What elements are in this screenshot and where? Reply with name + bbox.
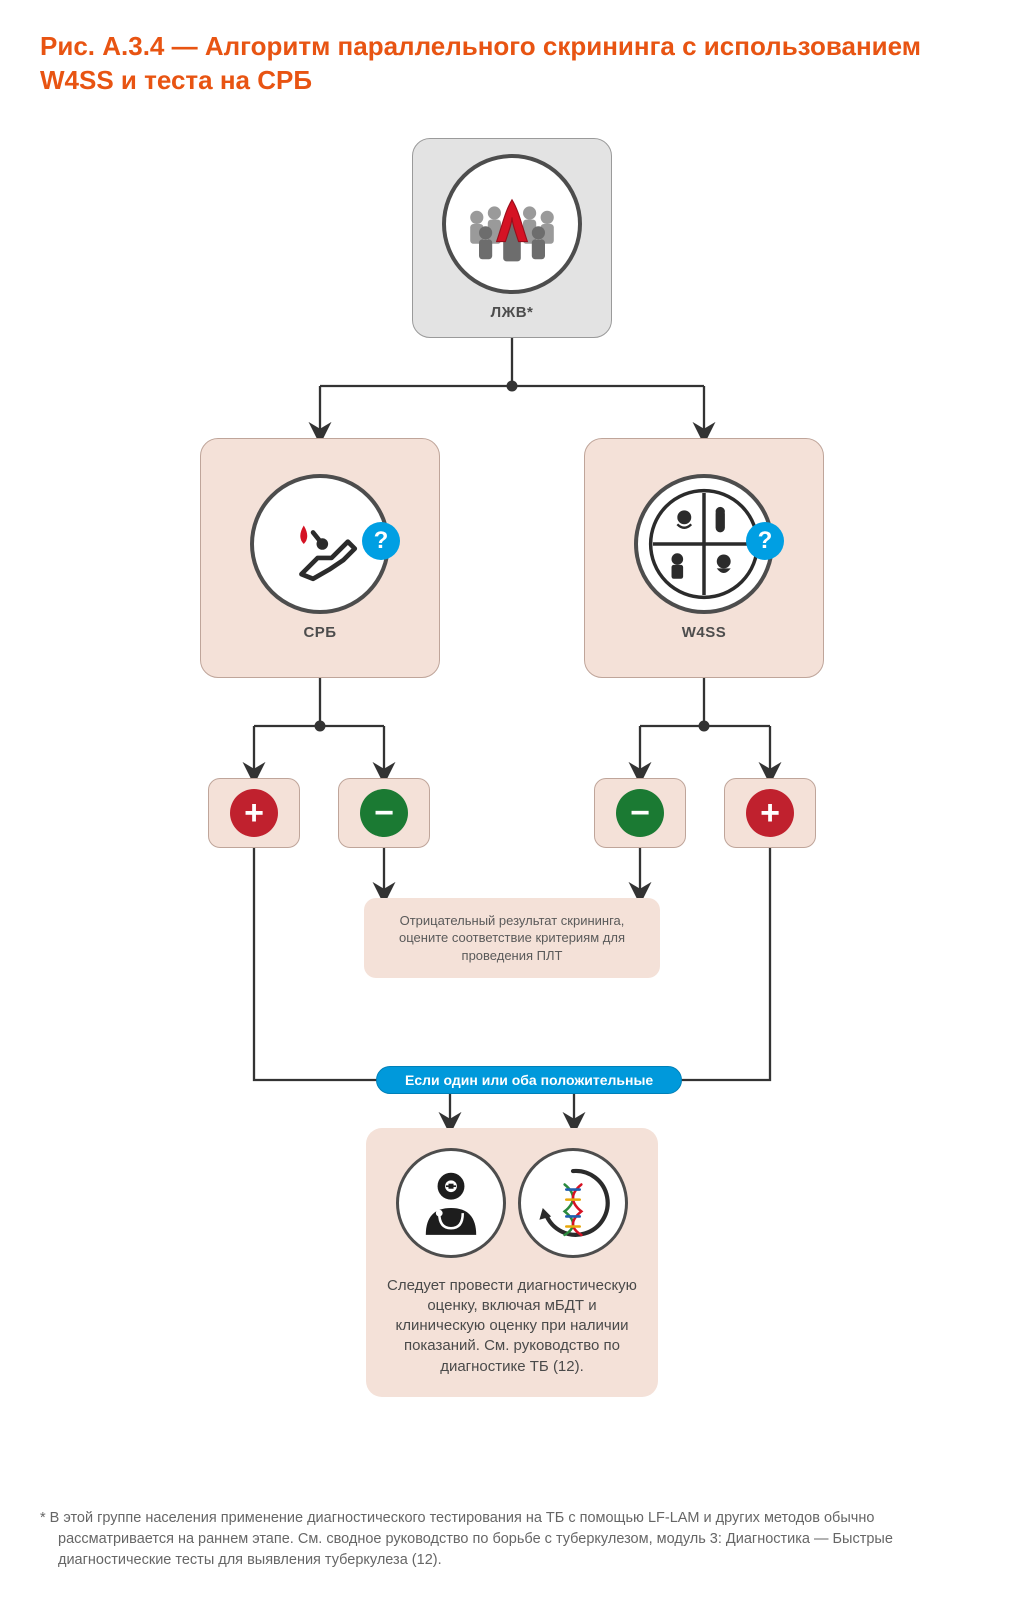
final-text: Следует провести диагностическую оценку,… (386, 1276, 638, 1377)
condition-pill: Если один или оба положительные (376, 1066, 682, 1094)
node-start: ЛЖВ* (412, 138, 612, 338)
node-test-w4ss: ? W4SS (584, 438, 824, 678)
figure-title: Рис. A.3.4 — Алгоритм параллельного скри… (40, 30, 984, 98)
node-diagnostic-evaluation: Следует провести диагностическую оценку,… (366, 1128, 658, 1397)
dna-test-icon (518, 1148, 628, 1258)
start-label: ЛЖВ* (491, 304, 534, 321)
negative-outcome-text: Отрицательный результат скрининга, оцени… (399, 913, 625, 963)
node-negative-outcome: Отрицательный результат скрининга, оцени… (364, 898, 660, 979)
question-badge: ? (362, 522, 400, 560)
minus-icon: − (616, 789, 664, 837)
plus-icon: + (746, 789, 794, 837)
footnote: * В этой группе населения применение диа… (40, 1508, 984, 1571)
node-test-crp: ? СРБ (200, 438, 440, 678)
start-icon (442, 154, 582, 294)
result-w4ss-positive: + (724, 778, 816, 848)
w4ss-icon: ? (634, 474, 774, 614)
minus-icon: − (360, 789, 408, 837)
crp-label: СРБ (303, 624, 336, 641)
crp-icon: ? (250, 474, 390, 614)
plus-icon: + (230, 789, 278, 837)
clinician-icon (396, 1148, 506, 1258)
result-crp-positive: + (208, 778, 300, 848)
result-crp-negative: − (338, 778, 430, 848)
result-w4ss-negative: − (594, 778, 686, 848)
flowchart-canvas: ЛЖВ* ? СРБ (40, 138, 984, 1468)
w4ss-label: W4SS (682, 624, 727, 641)
question-badge: ? (746, 522, 784, 560)
